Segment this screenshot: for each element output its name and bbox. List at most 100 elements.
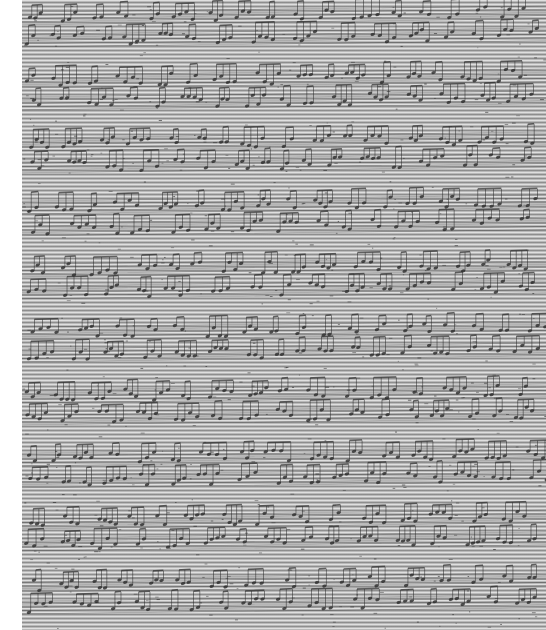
note-group xyxy=(435,208,455,232)
note-group xyxy=(115,65,143,85)
note-group xyxy=(62,505,80,526)
note-group xyxy=(395,524,416,547)
note-group xyxy=(279,149,290,171)
note-group xyxy=(274,338,285,356)
note-group xyxy=(238,400,259,421)
note-group xyxy=(152,379,171,402)
note-group xyxy=(391,0,402,18)
staff-system xyxy=(22,563,546,629)
staff-system xyxy=(22,311,546,384)
note-group xyxy=(205,314,229,339)
note-group xyxy=(126,86,139,100)
note-group xyxy=(406,60,422,79)
note-group xyxy=(59,570,79,589)
note-group xyxy=(405,272,432,291)
note-group xyxy=(327,148,343,167)
note-group xyxy=(31,568,42,592)
note-group xyxy=(353,251,381,272)
note-group xyxy=(344,272,365,294)
note-group xyxy=(87,65,99,85)
note-group xyxy=(295,336,306,353)
note-group xyxy=(275,587,293,611)
note-group xyxy=(186,62,198,84)
note-group xyxy=(51,443,62,463)
note-group xyxy=(30,255,46,275)
note-group xyxy=(527,312,546,333)
note-group xyxy=(163,274,191,297)
note-group xyxy=(307,587,333,611)
note-group xyxy=(438,125,463,147)
note-group xyxy=(241,589,265,606)
note-group xyxy=(306,376,326,398)
note-group xyxy=(292,20,318,43)
note-group xyxy=(235,527,247,544)
note-group xyxy=(24,24,36,46)
note-group xyxy=(72,25,85,37)
note-group xyxy=(27,3,43,20)
note-group xyxy=(101,25,113,41)
note-group xyxy=(324,525,340,545)
note-group xyxy=(134,590,151,612)
note-group xyxy=(237,462,258,482)
note-group xyxy=(351,0,380,21)
note-group xyxy=(471,208,500,225)
note-group xyxy=(301,148,312,166)
note-group xyxy=(466,334,477,353)
note-group xyxy=(136,275,152,299)
note-group xyxy=(277,376,289,393)
note-group xyxy=(103,340,125,358)
note-group xyxy=(173,148,185,164)
note-group xyxy=(61,127,83,149)
note-group xyxy=(376,272,393,291)
note-group xyxy=(220,191,245,212)
note-group xyxy=(97,507,118,526)
note-group xyxy=(451,271,464,291)
note-group xyxy=(347,313,359,334)
note-group xyxy=(426,587,438,606)
note-group xyxy=(155,86,166,108)
note-group xyxy=(196,149,216,170)
note-group xyxy=(116,0,129,18)
note-group xyxy=(439,563,452,583)
note-group xyxy=(484,439,507,460)
note-group xyxy=(481,249,491,267)
note-group xyxy=(27,190,39,213)
note-group xyxy=(104,274,120,296)
note-group xyxy=(82,466,92,487)
note-group xyxy=(396,588,414,604)
note-group xyxy=(155,504,168,527)
note-group xyxy=(165,527,190,549)
note-group xyxy=(391,145,402,170)
note-group xyxy=(222,503,243,527)
note-group xyxy=(356,525,379,543)
note-group xyxy=(279,273,292,297)
note-group xyxy=(332,463,350,479)
note-group xyxy=(314,567,327,588)
note-group xyxy=(419,250,438,271)
note-group xyxy=(112,192,140,211)
note-group xyxy=(286,189,297,210)
note-group xyxy=(501,500,527,523)
note-group xyxy=(512,334,540,354)
note-group xyxy=(347,187,367,210)
note-group xyxy=(210,399,223,420)
note-group xyxy=(72,443,94,460)
note-group xyxy=(60,3,78,23)
note-group xyxy=(518,376,529,397)
note-group xyxy=(248,379,269,397)
note-group xyxy=(306,398,331,422)
note-group xyxy=(291,253,307,274)
note-group xyxy=(471,564,484,584)
note-group xyxy=(324,63,335,79)
note-group xyxy=(135,527,147,546)
note-group xyxy=(472,501,488,523)
note-group xyxy=(60,403,79,423)
note-group xyxy=(351,336,361,350)
note-group xyxy=(167,588,179,611)
note-group xyxy=(418,147,445,167)
note-group xyxy=(408,124,424,142)
note-group xyxy=(431,60,443,82)
note-group xyxy=(92,3,104,20)
note-group xyxy=(275,400,294,417)
note-group xyxy=(438,187,461,209)
